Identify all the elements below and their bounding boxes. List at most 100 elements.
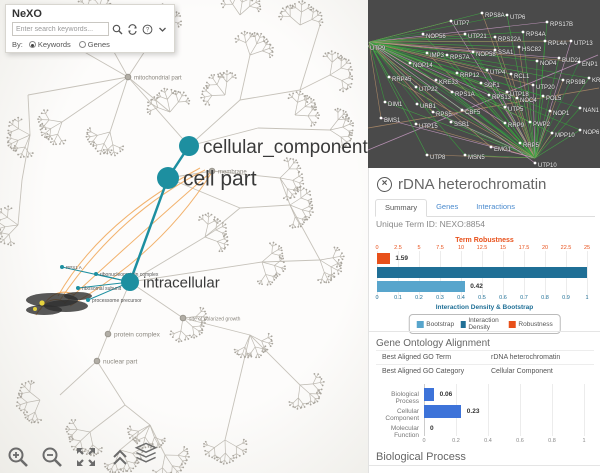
- zoom-out-icon[interactable]: [40, 445, 64, 469]
- gene-node-label[interactable]: UTP21: [468, 34, 488, 41]
- gene-node-label[interactable]: DIM1: [388, 102, 404, 109]
- gene-node-label[interactable]: RPS4A: [526, 32, 546, 39]
- gene-node-label[interactable]: NOP56: [426, 34, 447, 41]
- top-axis-tick: 22.5: [560, 245, 572, 251]
- cluster-node-label[interactable]: ribosomal subunit: [82, 286, 122, 292]
- gene-node-label[interactable]: RPS7A: [450, 55, 470, 62]
- gene-node-label[interactable]: RPS8A: [485, 13, 505, 20]
- gene-node-label[interactable]: UTP13: [574, 41, 594, 48]
- gene-node-label[interactable]: UTP22: [419, 87, 439, 94]
- gene-node-label[interactable]: SOF1: [484, 83, 501, 90]
- gene-node-label[interactable]: RRP5: [523, 143, 540, 150]
- gene-node-label[interactable]: HSC82: [522, 47, 543, 54]
- gene-node-label[interactable]: RPL4A: [548, 41, 568, 48]
- gene-node-label[interactable]: UTP15: [419, 124, 439, 131]
- term-node-label[interactable]: protein complex: [114, 332, 161, 339]
- gene-node-label[interactable]: UTP20: [536, 85, 556, 92]
- term-node-label[interactable]: intracellular: [143, 274, 220, 291]
- gene-node-label[interactable]: KRE33: [439, 80, 459, 87]
- gene-node-label[interactable]: RPS5: [436, 112, 453, 119]
- term-node-label[interactable]: cellular_component: [203, 137, 368, 158]
- close-icon[interactable]: ×: [377, 177, 392, 192]
- zoom-in-icon[interactable]: [6, 445, 30, 469]
- term-node-label[interactable]: site of polarized growth: [189, 317, 241, 323]
- gene-node-label[interactable]: URB1: [420, 104, 437, 111]
- radio-label: Keywords: [37, 40, 71, 49]
- gene-node-label[interactable]: UTP18: [510, 92, 530, 99]
- bar-value-label: 1.59: [395, 255, 408, 262]
- gene-node-label[interactable]: NOP6: [583, 130, 600, 137]
- gene-node-label[interactable]: MSN5: [468, 155, 486, 162]
- refresh-icon[interactable]: [127, 23, 139, 35]
- gene-node-label[interactable]: RPS1A: [455, 92, 475, 99]
- gene-node-label[interactable]: BMS1: [384, 118, 402, 125]
- gene-node-label[interactable]: UTP5: [508, 107, 525, 114]
- gene-node-label[interactable]: SSB1: [454, 122, 471, 129]
- radio-icon[interactable]: [78, 41, 86, 48]
- fit-screen-icon[interactable]: [74, 445, 98, 469]
- gene-node-label[interactable]: PWP2: [533, 122, 551, 129]
- gene-node-label[interactable]: NAN1: [583, 108, 600, 115]
- x-axis-tick: 0.6: [516, 438, 524, 444]
- gene-node-label[interactable]: SSA1: [498, 50, 515, 57]
- collapse-icon[interactable]: [108, 445, 127, 469]
- gene-node-label[interactable]: UTP4: [490, 70, 507, 77]
- category-label: Biological Process: [391, 391, 419, 405]
- gene-node-label[interactable]: RRP12: [460, 73, 481, 80]
- top-axis-tick: 5: [417, 245, 421, 251]
- term-node-label[interactable]: nuclear part: [103, 359, 138, 366]
- cluster-node-label[interactable]: RPS1 A: [66, 265, 82, 270]
- gene-node-label[interactable]: MPP10: [555, 133, 576, 140]
- layers-icon[interactable]: [134, 441, 164, 469]
- gene-node-label[interactable]: POL5: [546, 96, 563, 103]
- gene-node-label[interactable]: RPS13: [492, 95, 512, 102]
- gene-node-label[interactable]: RPS9B: [566, 80, 586, 87]
- app-title: NeXO: [12, 8, 42, 20]
- radio-icon[interactable]: [28, 41, 36, 48]
- gene-node-label[interactable]: NOP58: [476, 52, 497, 59]
- unique-term-id: Unique Term ID: NEXO:8854: [376, 219, 485, 229]
- gene-node-label[interactable]: RRP45: [392, 77, 413, 84]
- gene-node-label[interactable]: RRP9: [508, 123, 525, 130]
- gene-node-label[interactable]: UTP10: [538, 163, 558, 168]
- bar-value-label: 0.06: [439, 391, 453, 398]
- chart-bar: [377, 267, 587, 278]
- gene-node-label[interactable]: UTP6: [510, 15, 527, 22]
- search-input[interactable]: [12, 22, 109, 36]
- x-axis-tick: 0: [422, 438, 426, 444]
- gene-node-label[interactable]: UTP8: [430, 155, 447, 162]
- gene-node-label[interactable]: KRR1: [592, 78, 600, 85]
- gene-node-label[interactable]: BUD21: [562, 58, 583, 65]
- gene-node-label[interactable]: NOC4: [520, 98, 538, 105]
- divider: [369, 331, 600, 332]
- gene-node-label[interactable]: RPS22A: [498, 37, 522, 44]
- gene-node-label[interactable]: CBF5: [465, 110, 482, 117]
- gene-node-label[interactable]: RCL1: [514, 74, 531, 81]
- ontology-canvas[interactable]: ribonucleoprotein complex ribosomal subun…: [0, 0, 368, 473]
- gene-node-label[interactable]: ENP1: [582, 62, 599, 69]
- gene-network-panel[interactable]: UTP9 NOP56 UTP7 RPS8A UTP6 RPS17B UTP21 RPS22A R…: [368, 0, 600, 168]
- gene-node-label[interactable]: UTP9: [370, 46, 387, 53]
- search-mode-keywords[interactable]: Keywords: [28, 40, 71, 49]
- gene-node-label[interactable]: NOP1: [553, 111, 571, 118]
- search-mode-genes[interactable]: Genes: [78, 40, 110, 49]
- gene-node-label[interactable]: NOP14: [413, 63, 434, 70]
- tab-genes[interactable]: Genes: [436, 202, 459, 211]
- gene-node-label[interactable]: RPS17B: [550, 22, 574, 29]
- top-axis-tick: 7.5: [436, 245, 444, 251]
- gene-node-label[interactable]: NOP4: [540, 61, 558, 68]
- term-node-label[interactable]: cell part: [183, 168, 257, 191]
- top-axis-tick: 20: [541, 245, 549, 251]
- term-node-label[interactable]: mitochondrial part: [134, 76, 182, 82]
- tab-summary[interactable]: Summary: [375, 199, 428, 217]
- cluster-node-label[interactable]: processome precursor: [92, 298, 142, 304]
- help-icon[interactable]: ?: [142, 23, 154, 35]
- term-node-label[interactable]: membrane: [218, 170, 247, 176]
- search-icon[interactable]: [112, 23, 124, 35]
- tab-interactions[interactable]: Interactions: [476, 202, 515, 211]
- gene-node-label[interactable]: IMP3: [430, 53, 445, 60]
- chevron-down-icon[interactable]: [156, 23, 168, 35]
- gene-node-label[interactable]: EMG1: [494, 147, 512, 154]
- gene-node-label[interactable]: UTP7: [454, 21, 471, 28]
